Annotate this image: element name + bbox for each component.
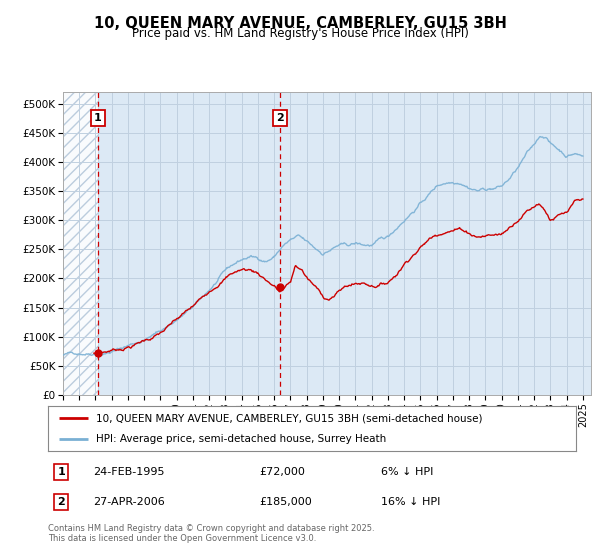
Text: 2: 2 bbox=[58, 497, 65, 507]
Text: Price paid vs. HM Land Registry's House Price Index (HPI): Price paid vs. HM Land Registry's House … bbox=[131, 27, 469, 40]
Text: 10, QUEEN MARY AVENUE, CAMBERLEY, GU15 3BH: 10, QUEEN MARY AVENUE, CAMBERLEY, GU15 3… bbox=[94, 16, 506, 31]
Text: 2: 2 bbox=[275, 113, 283, 123]
Text: 1: 1 bbox=[58, 467, 65, 477]
Text: 24-FEB-1995: 24-FEB-1995 bbox=[93, 467, 164, 477]
Text: HPI: Average price, semi-detached house, Surrey Heath: HPI: Average price, semi-detached house,… bbox=[95, 433, 386, 444]
Text: Contains HM Land Registry data © Crown copyright and database right 2025.
This d: Contains HM Land Registry data © Crown c… bbox=[48, 524, 374, 543]
Text: £72,000: £72,000 bbox=[259, 467, 305, 477]
Text: 10, QUEEN MARY AVENUE, CAMBERLEY, GU15 3BH (semi-detached house): 10, QUEEN MARY AVENUE, CAMBERLEY, GU15 3… bbox=[95, 413, 482, 423]
Text: 6% ↓ HPI: 6% ↓ HPI bbox=[380, 467, 433, 477]
Text: 27-APR-2006: 27-APR-2006 bbox=[93, 497, 164, 507]
Text: 1: 1 bbox=[94, 113, 102, 123]
Text: 16% ↓ HPI: 16% ↓ HPI bbox=[380, 497, 440, 507]
Bar bbox=[63, 92, 98, 395]
Text: £185,000: £185,000 bbox=[259, 497, 312, 507]
